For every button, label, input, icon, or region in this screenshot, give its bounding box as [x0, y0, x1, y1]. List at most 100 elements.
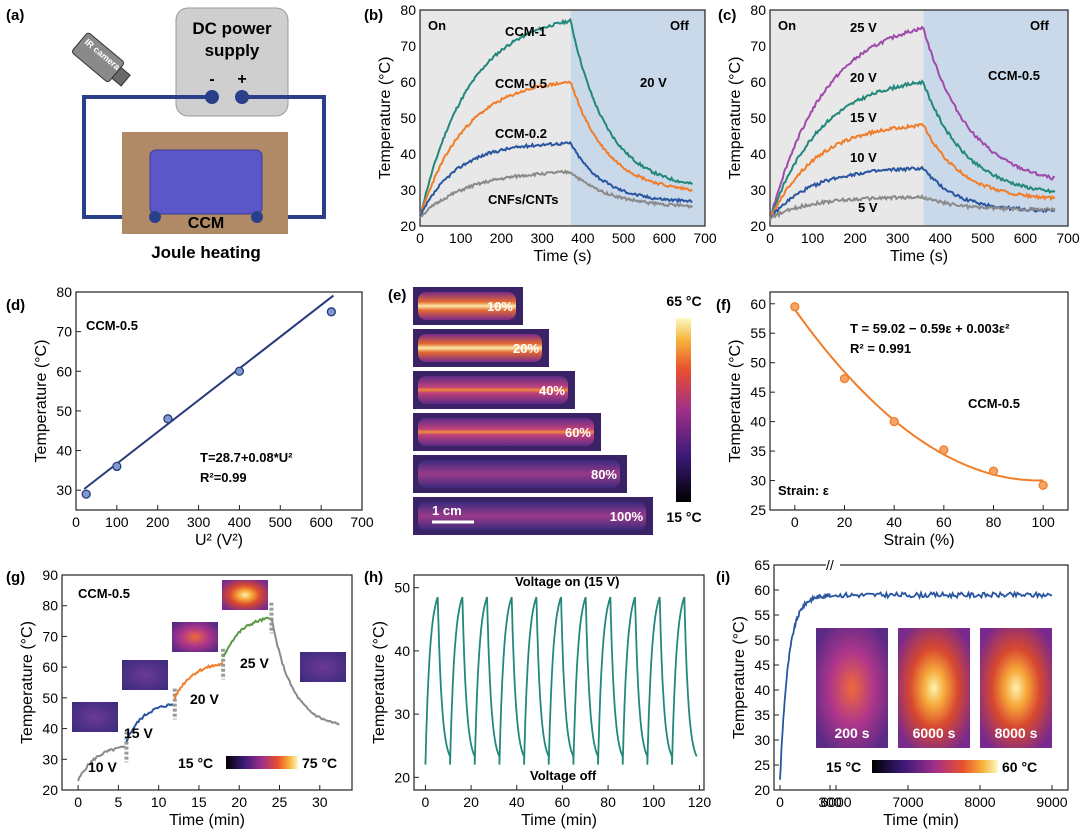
y-tick-label: 50 — [750, 110, 766, 126]
x-tick-label: 20 — [231, 794, 247, 810]
y-axis-label: Temperature (°C) — [33, 340, 50, 463]
thermal-inset — [898, 628, 970, 748]
y-tick-label: 50 — [754, 632, 770, 648]
sample-label: CCM-0.5 — [988, 68, 1040, 83]
axis-break — [826, 560, 840, 570]
series-line-CCM-1 — [419, 17, 693, 217]
y-tick-label: 50 — [42, 690, 58, 706]
x-tick-label: 0 — [72, 514, 80, 530]
step-line — [173, 662, 224, 700]
ir-camera-icon: IR camera — [72, 32, 131, 87]
y-tick-label: 40 — [750, 146, 766, 162]
on-region — [770, 10, 924, 226]
y-tick-label: 25 — [750, 502, 766, 518]
series-label: 25 V — [850, 20, 877, 35]
x-tick-label: 400 — [228, 514, 252, 530]
series-line-5 V — [769, 193, 1056, 221]
wire-left — [82, 95, 212, 219]
y-tick-label: 80 — [42, 598, 58, 614]
strain-label: 80% — [591, 467, 617, 482]
y-tick-label: 35 — [754, 707, 770, 723]
x-tick-label: 120 — [688, 794, 712, 810]
data-point — [939, 445, 949, 455]
colorbar-min: 15 °C — [826, 759, 861, 775]
step-label: 15 V — [124, 725, 153, 741]
x-tick-label: 6000 — [820, 794, 851, 810]
strain-note: Strain: ε — [778, 483, 829, 498]
x-tick-label: 30 — [312, 794, 328, 810]
thermal-time-label: 8000 s — [995, 725, 1038, 741]
x-tick-label: 300 — [886, 230, 910, 246]
x-tick-label: 0 — [766, 230, 774, 246]
chart-c-label: (c) — [718, 7, 736, 24]
x-axis-label: Time (s) — [890, 248, 948, 265]
x-tick-label: 700 — [693, 230, 717, 246]
chart-c: 0 100 200 300 400 500 600 700 20 30 40 50 60 70 80 Time… — [718, 2, 1080, 265]
x-tick-label: 5 — [114, 794, 122, 810]
series-line-20 V — [769, 79, 1056, 220]
on-label: On — [778, 18, 796, 33]
y-tick-label: 70 — [400, 38, 416, 54]
y-axis-label: Temperature (°C) — [727, 57, 744, 180]
x-axis-label: Strain (%) — [883, 532, 954, 549]
chart-f: 0 20 40 60 80 100 25 30 35 40 45 50 55 60 Strain (%) Te… — [716, 291, 1069, 549]
x-axis-label: Time (s) — [533, 248, 591, 265]
thermal-strip — [418, 376, 568, 404]
chart-f-label: (f) — [716, 297, 731, 314]
step-line — [125, 703, 175, 743]
strain-label: 60% — [565, 425, 591, 440]
data-point — [112, 461, 122, 472]
on-region — [420, 10, 571, 226]
x-tick-label: 100 — [105, 514, 129, 530]
x-tick-label: 8000 — [964, 794, 995, 810]
thermal-strip — [418, 502, 646, 530]
colorbar-min: 15 °C — [178, 755, 213, 771]
panel-e: (e) 10% 20% 40% 60% 80% 100% 65 °C 15 °C 1 cm — [388, 287, 702, 535]
chart-g-label: (g) — [6, 569, 25, 586]
step-line — [222, 616, 272, 658]
data-point — [889, 416, 899, 427]
panel-a-label: (a) — [6, 7, 24, 24]
strain-label: 100% — [610, 509, 644, 524]
x-axis-label: U² (V²) — [195, 532, 243, 549]
x-tick-label: 0 — [74, 794, 82, 810]
y-tick-label: 20 — [394, 769, 410, 785]
x-tick-label: 80 — [600, 794, 616, 810]
plot-frame — [61, 574, 353, 791]
x-tick-label: 200 — [490, 230, 514, 246]
thermal-inset — [122, 660, 168, 690]
chart-d: 0 100 200 300 400 500 600 700 30 40 50 60 70 80 U² (V²… — [6, 284, 374, 549]
on-label: On — [428, 18, 446, 33]
off-region — [923, 10, 1068, 226]
chart-i: 20 25 30 35 40 45 50 55 60 65 Time (min) Temperatur… — [716, 557, 1069, 829]
data-point — [81, 489, 91, 499]
series-line-CNFs/CNTs — [419, 169, 694, 219]
y-axis-label: Temperature (°C) — [377, 57, 394, 180]
ccm-label: CCM — [188, 215, 224, 232]
fit-curve — [793, 309, 1044, 482]
x-tick-label: 400 — [571, 230, 595, 246]
y-tick-label: 80 — [400, 2, 416, 18]
series-label: CCM-1 — [505, 24, 546, 39]
x-tick-label: 0 — [416, 230, 424, 246]
y-tick-label: 65 — [754, 557, 770, 573]
plot-frame — [75, 291, 363, 511]
colorbar — [226, 756, 298, 769]
x-tick-label: 25 — [272, 794, 288, 810]
series-label: 10 V — [850, 150, 877, 165]
y-tick-label: 55 — [754, 607, 770, 623]
y-tick-label: 45 — [750, 384, 766, 400]
y-tick-label: 30 — [400, 182, 416, 198]
y-tick-label: 50 — [56, 403, 72, 419]
supply-title2: supply — [205, 41, 260, 60]
y-tick-label: 40 — [42, 721, 58, 737]
step-line — [270, 617, 340, 726]
y-tick-label: 30 — [394, 706, 410, 722]
x-tick-label: 200 — [146, 514, 170, 530]
chart-i-label: (i) — [716, 569, 730, 586]
minus-sign: - — [209, 71, 214, 88]
x-tick-label: 300 — [818, 794, 842, 810]
step-label: 25 V — [240, 655, 269, 671]
series-label: CNFs/CNTs — [488, 192, 559, 207]
